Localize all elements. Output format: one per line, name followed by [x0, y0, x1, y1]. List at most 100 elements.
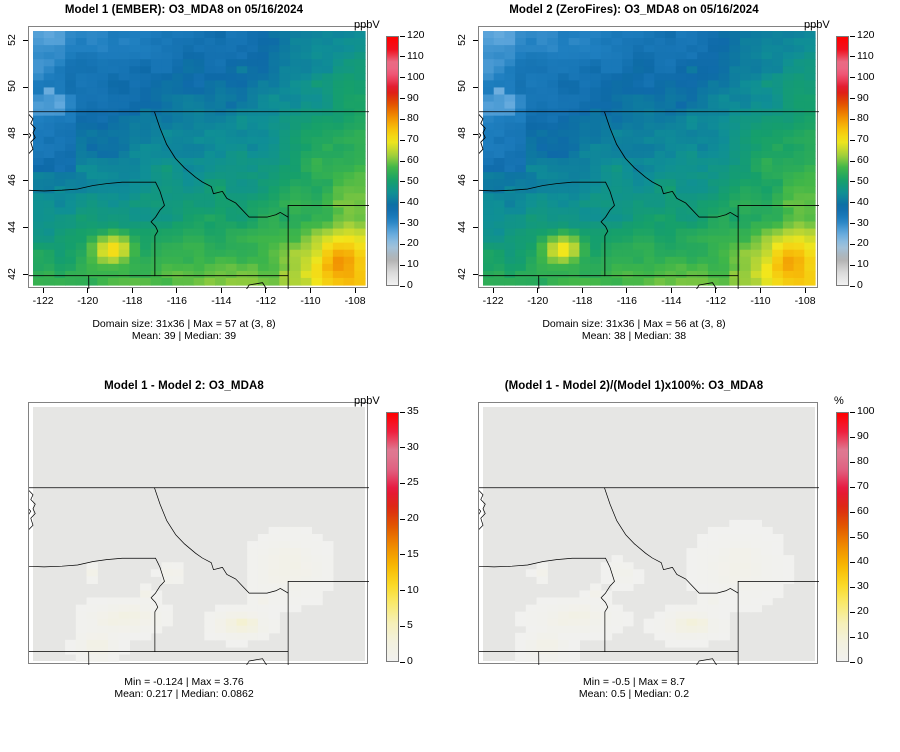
colorbar-tick-label: 70 [857, 480, 869, 492]
colorbar-tick [850, 486, 855, 488]
colorbar-tick [400, 98, 405, 99]
x-axis-tick [176, 288, 178, 293]
x-axis-tick [354, 288, 356, 293]
colorbar-tick [850, 436, 855, 438]
map-plot-percent-difference[interactable] [478, 402, 819, 665]
colorbar-tick [400, 139, 405, 141]
x-axis-tick [581, 288, 583, 293]
panel-footer-line2-model1: Mean: 39 | Median: 39 [131, 330, 237, 342]
colorbar-tick-label: 20 [857, 237, 869, 250]
raster-layer-percent-difference [479, 407, 819, 665]
colorbar-tick-label: 40 [857, 555, 869, 567]
colorbar-tick-label: 100 [407, 70, 425, 83]
colorbar-tick [850, 118, 855, 120]
colorbar-tick [850, 160, 855, 162]
colorbar-tick [400, 35, 405, 37]
colorbar-tick-label: 100 [857, 70, 875, 83]
colorbar-tick-label: 70 [407, 133, 419, 146]
colorbar-tick [400, 625, 405, 627]
colorbar-tick-label: 80 [857, 455, 869, 467]
colorbar-tick [400, 411, 405, 413]
panel-title-percent-difference: (Model 1 - Model 2)/(Model 1)x100%: O3_M… [504, 380, 764, 392]
colorbar-tick-label: 70 [857, 133, 869, 146]
colorbar-model2: ppbV 0 10 20 30 40 50 60 70 80 90 100 110 120 [450, 0, 900, 376]
panel-footer-line1-percent-difference: Min = -0.5 | Max = 8.7 [583, 676, 685, 688]
colorbar-tick-label: 0 [407, 279, 413, 291]
x-axis-tick [670, 288, 672, 293]
panel-footer-line2-absolute-difference: Mean: 0.217 | Median: 0.0862 [114, 688, 254, 700]
colorbar-tick [850, 243, 855, 245]
colorbar-tick [850, 661, 855, 663]
colorbar-gradient [836, 36, 849, 286]
colorbar-percent-difference: % 0 10 20 30 40 50 60 70 80 90 100 [450, 376, 900, 752]
colorbar-tick-label: 60 [857, 505, 869, 517]
colorbar-tick-label: 10 [407, 258, 419, 271]
x-axis-tick [42, 288, 44, 293]
x-axis-tick [131, 288, 133, 293]
colorbar-tick-label: 120 [857, 29, 875, 41]
x-axis-tick [87, 288, 89, 293]
colorbar-tick-label: 50 [857, 174, 869, 187]
panel-model2: Model 2 (ZeroFires): O3_MDA8 on 05/16/20… [450, 0, 900, 376]
colorbar-tick [850, 636, 855, 638]
colorbar-tick-label: 30 [407, 440, 419, 453]
y-axis-tick [473, 133, 478, 135]
y-axis-tick [23, 180, 28, 182]
raster-layer-absolute-difference [29, 407, 369, 665]
colorbar-tick-label: 30 [407, 216, 419, 229]
x-axis-label: -118 [122, 295, 143, 307]
colorbar-tick [400, 285, 405, 287]
colorbar-tick-label: 35 [407, 405, 419, 417]
colorbar-tick [850, 35, 855, 37]
colorbar-tick-label: 60 [857, 154, 869, 166]
colorbar-tick [400, 554, 405, 556]
colorbar-tick [850, 586, 855, 588]
y-axis-tick [473, 274, 478, 276]
colorbar-tick [850, 139, 855, 141]
x-axis-tick [220, 288, 222, 293]
x-axis-label: -116 [616, 295, 637, 307]
y-axis-tick [23, 40, 28, 42]
colorbar-tick [850, 264, 855, 266]
y-axis-tick [23, 133, 28, 135]
colorbar-absolute-difference: ppbV 0 5 10 15 20 25 30 35 [0, 376, 450, 752]
map-plot-absolute-difference[interactable] [28, 402, 369, 665]
colorbar-tick-label: 90 [857, 430, 869, 442]
x-axis-label: -114 [661, 295, 682, 307]
map-plot-model1[interactable] [28, 26, 369, 289]
colorbar-tick [400, 661, 405, 663]
colorbar-model1: ppbV 0 10 20 30 40 50 60 70 80 90 100 110 120 [0, 0, 450, 376]
x-axis-tick [310, 288, 312, 293]
colorbar-unit-label: ppbV [354, 395, 380, 407]
colorbar-tick [850, 285, 855, 287]
colorbar-tick-label: 10 [857, 630, 869, 642]
colorbar-tick [400, 264, 405, 266]
x-axis-label: -112 [255, 295, 277, 307]
x-axis-tick [804, 288, 806, 293]
colorbar-tick [850, 202, 855, 204]
colorbar-tick [400, 77, 405, 79]
colorbar-unit-label: ppbV [354, 19, 380, 31]
map-plot-model2[interactable] [478, 26, 819, 289]
x-axis-label: -114 [211, 295, 232, 307]
colorbar-tick [850, 411, 855, 413]
colorbar-tick-label: 20 [407, 512, 419, 525]
colorbar-tick-label: 0 [407, 655, 413, 667]
colorbar-unit-label: ppbV [804, 19, 830, 31]
panel-title-absolute-difference: Model 1 - Model 2: O3_MDA8 [104, 380, 264, 392]
x-axis-label: -108 [794, 295, 816, 307]
x-axis-label: -110 [750, 295, 771, 307]
x-axis-tick [537, 288, 539, 293]
colorbar-tick-label: 30 [857, 216, 869, 229]
panel-model1: Model 1 (EMBER): O3_MDA8 on 05/16/2024 -1… [0, 0, 450, 376]
colorbar-tick-label: 40 [407, 195, 419, 208]
x-axis-label: -120 [77, 295, 99, 307]
y-axis-tick [23, 86, 28, 88]
colorbar-tick-label: 50 [407, 174, 419, 187]
y-axis-tick [23, 227, 28, 229]
y-axis-tick [473, 227, 478, 229]
raster-layer-model2 [479, 31, 819, 289]
colorbar-tick-label: 20 [407, 237, 419, 250]
panel-footer-line1-model1: Domain size: 31x36 | Max = 57 at (3, 8) [92, 318, 276, 330]
